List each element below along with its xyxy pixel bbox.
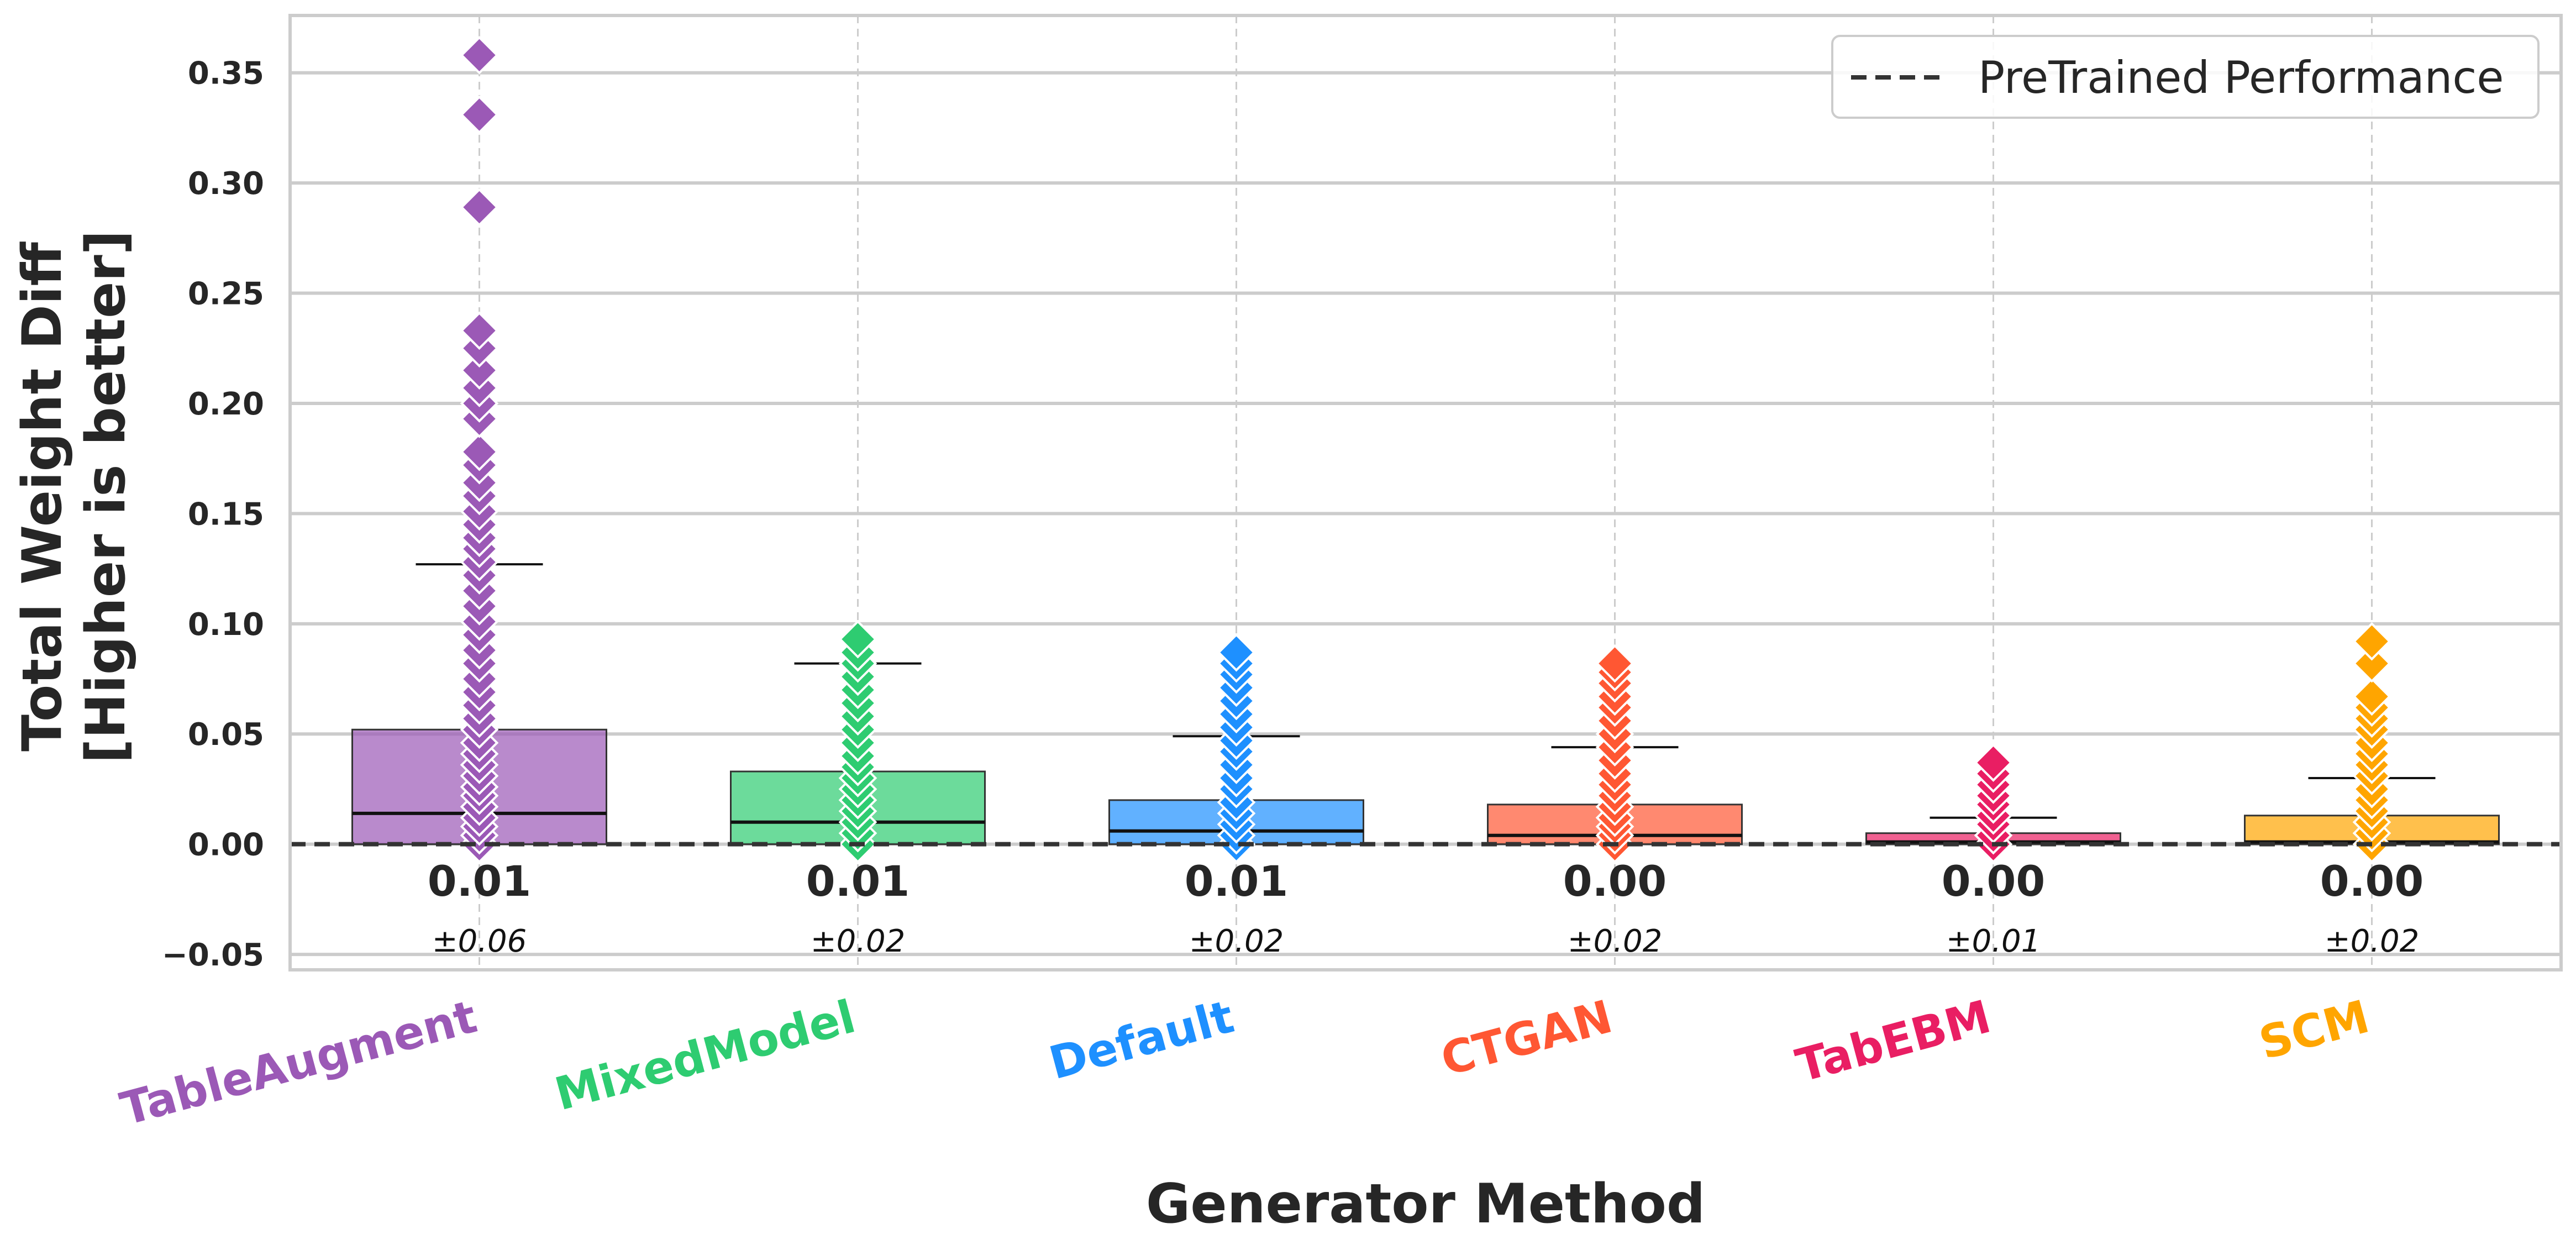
legend: PreTrained Performance <box>1831 35 2540 119</box>
point-CTGAN <box>1595 644 1634 683</box>
point-TableAugment <box>460 188 499 227</box>
median-value-label-SCM: 0.00 <box>2320 857 2424 906</box>
y-tick-label: 0.20 <box>188 386 264 422</box>
median-value-label-MixedModel: 0.01 <box>806 857 910 906</box>
legend-box <box>1831 35 2540 119</box>
data-points <box>460 35 2391 864</box>
point-SCM <box>2352 644 2391 683</box>
median-value-label-TabEBM: 0.00 <box>1942 857 2046 906</box>
value-labels: 0.01 ±0.06 0.01 ±0.02 0.01 ±0.02 0.00 ±0.02 0.00… <box>428 857 2424 959</box>
y-axis-title-line-2: [Higher is better] <box>75 230 138 763</box>
y-tick-label: 0.05 <box>188 717 264 753</box>
y-tick-label: 0.30 <box>188 166 264 202</box>
point-TabEBM <box>1974 743 2013 782</box>
point-SCM <box>2352 622 2391 661</box>
point-TableAugment <box>460 351 499 390</box>
y-axis-title-line-1: Total Weight Diff <box>11 241 74 752</box>
y-tick-label: −0.05 <box>162 937 264 973</box>
x-axis-title: Generator Method <box>1146 1173 1705 1236</box>
legend-entry-pretrained: PreTrained Performance <box>1978 52 2504 103</box>
y-tick-label: 0.10 <box>188 607 264 643</box>
point-MixedModel <box>838 619 877 659</box>
y-tick-label: 0.25 <box>188 276 264 312</box>
point-TableAugment <box>460 95 499 134</box>
y-tick-label: 0.15 <box>188 496 264 532</box>
y-tick-label: 0.00 <box>188 827 264 863</box>
point-SCM <box>2352 677 2391 716</box>
horizontal-gridlines <box>290 71 2561 957</box>
std-value-label-Default: ±0.02 <box>1189 923 1284 959</box>
y-tick-labels: −0.05 0.00 0.05 0.10 0.15 0.20 0.25 0.30 0.35 <box>162 56 264 973</box>
median-value-label-Default: 0.01 <box>1185 857 1289 906</box>
std-value-label-CTGAN: ±0.02 <box>1568 923 1663 959</box>
y-tick-label: 0.35 <box>188 56 264 92</box>
plot-frame <box>288 14 2563 971</box>
point-TableAugment <box>460 432 499 471</box>
median-value-label-CTGAN: 0.00 <box>1563 857 1667 906</box>
point-TableAugment <box>460 35 499 75</box>
median-value-label-TableAugment: 0.01 <box>428 857 532 906</box>
std-value-label-TabEBM: ±0.01 <box>1946 923 2041 959</box>
point-TableAugment <box>460 311 499 350</box>
std-value-label-MixedModel: ±0.02 <box>811 923 906 959</box>
std-value-label-SCM: ±0.02 <box>2325 923 2420 959</box>
std-value-label-TableAugment: ±0.06 <box>432 923 527 959</box>
point-Default <box>1217 633 1256 672</box>
